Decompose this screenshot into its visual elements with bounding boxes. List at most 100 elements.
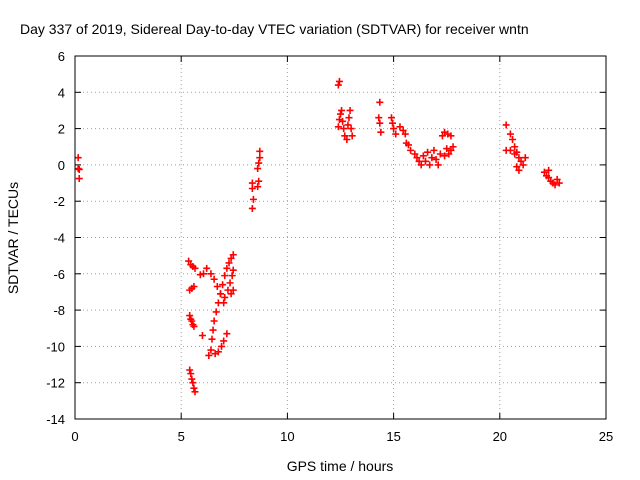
data-point-marker	[407, 146, 415, 154]
data-point-marker	[186, 366, 194, 374]
data-point-marker	[225, 259, 233, 267]
data-point-marker	[223, 264, 231, 272]
data-point-marker	[334, 123, 342, 131]
data-point-marker	[210, 275, 218, 283]
data-point-marker	[207, 270, 215, 278]
data-point-marker	[75, 175, 83, 183]
data-point-marker	[190, 322, 198, 330]
data-point-marker	[447, 146, 455, 154]
data-point-marker	[545, 166, 553, 174]
x-tick-label: 15	[386, 429, 400, 444]
data-point-marker	[377, 128, 385, 136]
data-point-marker	[186, 312, 194, 320]
data-point-marker	[421, 157, 429, 165]
data-point-marker	[219, 281, 227, 289]
data-point-marker	[519, 161, 527, 169]
data-point-marker	[344, 121, 352, 129]
data-point-marker	[203, 264, 211, 272]
data-point-marker	[389, 119, 397, 127]
data-point-marker	[210, 317, 218, 325]
data-point-marker	[75, 165, 83, 173]
data-point-marker	[339, 117, 347, 125]
data-point-marker	[404, 141, 412, 149]
data-point-marker	[209, 326, 217, 334]
data-point-marker	[226, 279, 234, 287]
data-point-marker	[551, 181, 559, 189]
x-tick-label: 25	[599, 429, 613, 444]
y-tick-label: -2	[53, 194, 65, 209]
data-point-marker	[220, 337, 228, 345]
data-point-marker	[540, 168, 548, 176]
data-point-marker	[191, 388, 199, 396]
data-point-marker	[256, 154, 264, 162]
data-point-marker	[396, 123, 404, 131]
data-point-marker	[426, 161, 434, 169]
data-point-marker	[411, 150, 419, 158]
data-point-marker	[229, 251, 237, 259]
data-point-marker	[187, 370, 195, 378]
data-point-marker	[341, 132, 349, 140]
data-point-marker	[413, 154, 421, 162]
data-point-marker	[248, 204, 256, 212]
data-point-marker	[218, 342, 226, 350]
data-point-marker	[254, 165, 262, 173]
data-point-marker	[221, 272, 229, 280]
data-point-marker	[517, 157, 525, 165]
data-point-marker	[200, 270, 208, 278]
data-point-marker	[348, 132, 356, 140]
data-point-marker	[443, 145, 451, 153]
data-point-marker	[387, 114, 395, 122]
data-point-marker	[449, 143, 457, 151]
x-tick-label: 10	[280, 429, 294, 444]
data-point-marker	[227, 290, 235, 298]
x-tick-label: 20	[493, 429, 507, 444]
data-point-marker	[196, 271, 204, 279]
data-point-marker	[515, 166, 523, 174]
data-point-marker	[428, 154, 436, 162]
x-tick-label: 5	[178, 429, 185, 444]
data-point-marker	[347, 125, 355, 133]
data-point-marker	[441, 152, 449, 160]
data-point-marker	[502, 121, 510, 129]
data-point-marker	[376, 98, 384, 106]
data-point-marker	[191, 264, 199, 272]
data-point-marker	[185, 257, 193, 265]
data-point-marker	[447, 132, 455, 140]
data-point-marker	[256, 147, 264, 155]
data-point-marker	[188, 375, 196, 383]
data-point-marker	[74, 165, 82, 173]
data-point-marker	[227, 254, 235, 262]
data-point-marker	[376, 119, 384, 127]
data-point-marker	[207, 346, 215, 354]
data-point-marker	[515, 154, 523, 162]
y-tick-label: 0	[58, 158, 65, 173]
data-point-marker	[436, 150, 444, 158]
x-tick-label: 0	[71, 429, 78, 444]
data-point-marker	[335, 77, 343, 85]
data-point-marker	[223, 330, 231, 338]
grid	[75, 56, 606, 419]
y-tick-label: 6	[58, 49, 65, 64]
data-point-marker	[190, 283, 198, 291]
data-point-marker	[189, 379, 197, 387]
data-point-marker	[511, 143, 519, 151]
data-point-marker	[434, 161, 442, 169]
y-tick-label: -10	[46, 339, 65, 354]
y-tick-label: -8	[53, 303, 65, 318]
data-point-marker	[343, 135, 351, 143]
data-point-marker	[390, 125, 398, 133]
data-point-marker	[545, 174, 553, 182]
data-point-marker	[415, 157, 423, 165]
data-point-marker	[417, 161, 425, 169]
data-point-marker	[214, 348, 222, 356]
y-tick-label: 4	[58, 85, 65, 100]
data-point-marker	[188, 317, 196, 325]
data-point-marker	[205, 351, 213, 359]
data-point-marker	[255, 177, 263, 185]
data-point-marker	[334, 81, 342, 89]
data-point-marker	[445, 150, 453, 158]
data-point-marker	[229, 286, 237, 294]
y-tick-label: -12	[46, 376, 65, 391]
y-tick-label: -14	[46, 412, 65, 427]
data-point-marker	[338, 106, 346, 114]
